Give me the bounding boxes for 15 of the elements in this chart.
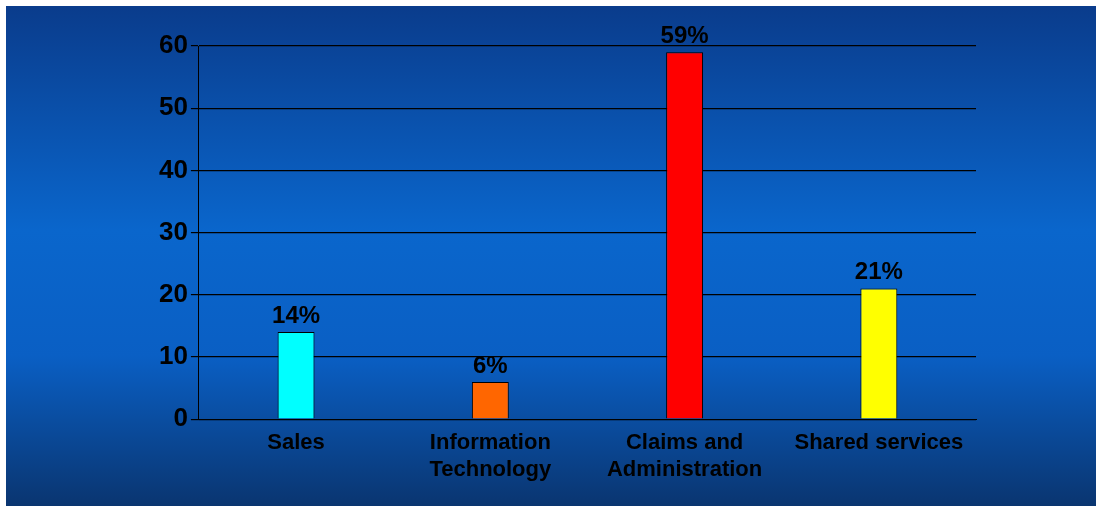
- y-tick-label: 0: [173, 402, 188, 433]
- data-label: 14%: [272, 300, 321, 328]
- x-tick-label: Shared services: [794, 429, 964, 455]
- y-tick-label: 10: [159, 340, 188, 371]
- x-tick-label: Sales: [267, 429, 325, 455]
- y-tick-label: 40: [159, 153, 188, 184]
- data-label: 6%: [472, 350, 508, 378]
- y-tick-label: 30: [159, 215, 188, 246]
- data-label: 59%: [660, 20, 709, 48]
- x-tick-label: Information Technology: [429, 429, 552, 481]
- y-tick-label: 20: [159, 277, 188, 308]
- x-tick-label: Claims and Administration: [606, 429, 763, 481]
- data-label: 21%: [854, 257, 903, 285]
- y-tick-label: 50: [159, 91, 188, 122]
- y-tick-label: 60: [159, 29, 188, 60]
